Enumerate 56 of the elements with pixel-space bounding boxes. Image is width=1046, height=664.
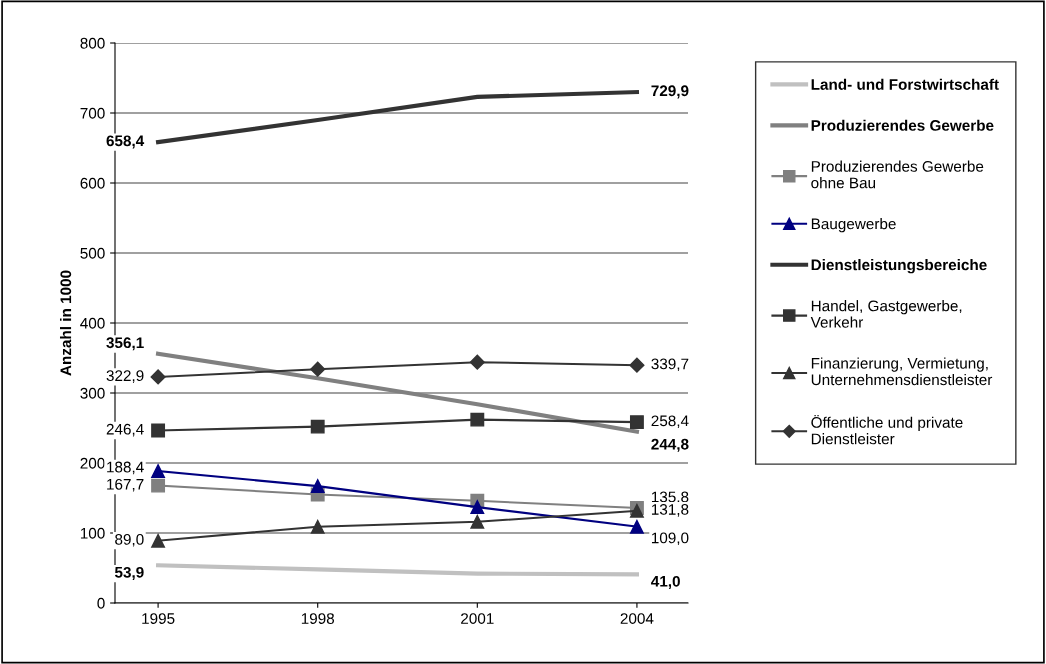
point — [151, 533, 166, 548]
y-tick-label: 600 — [80, 177, 105, 189]
point — [629, 519, 644, 534]
point — [470, 412, 485, 427]
legend-label: Land- und Forstwirtschaft — [811, 78, 999, 90]
data-label: 53,9 — [114, 566, 144, 580]
point — [310, 361, 326, 377]
line-series — [156, 89, 640, 145]
x-tick-label: 1998 — [301, 613, 335, 624]
point — [310, 479, 325, 494]
point — [151, 464, 166, 479]
y-tick-label: 200 — [80, 457, 105, 469]
data-label: 246,4 — [106, 423, 144, 437]
point — [469, 354, 485, 370]
x-tick-label: 2004 — [620, 613, 654, 624]
data-label: 658,4 — [106, 135, 145, 149]
data-label: 258,4 — [651, 415, 689, 429]
legend-label: Baugewerbe — [811, 218, 896, 233]
data-label: 167,7 — [107, 478, 144, 492]
point — [150, 369, 166, 385]
y-tick-label: 300 — [80, 387, 105, 399]
x-tick-label: 2001 — [461, 613, 494, 624]
legend-label: Produzierendes Gewerbe ohne Bau — [811, 160, 984, 189]
point — [470, 514, 485, 529]
y-tick-label: 500 — [80, 247, 105, 259]
data-label: 89,0 — [115, 533, 144, 547]
point — [470, 500, 485, 515]
data-label: 339,7 — [651, 358, 689, 372]
point — [151, 478, 166, 493]
data-label: 729,9 — [651, 85, 689, 99]
legend-label: Handel, Gastgewerbe, Verkehr — [810, 300, 962, 328]
point — [151, 423, 166, 438]
data-label: 41,0 — [651, 575, 680, 589]
data-label: 244,8 — [651, 438, 689, 452]
x-tick-label: 1995 — [142, 613, 175, 624]
data-label: 135,8 — [651, 491, 689, 505]
y-tick-label: 400 — [80, 317, 105, 329]
data-label: 356,1 — [106, 337, 144, 351]
y-axis-title: Anzahl in 1000 — [59, 270, 72, 376]
data-label: 322,9 — [106, 370, 144, 383]
point — [310, 519, 325, 534]
y-tick-label: 800 — [80, 37, 105, 49]
legend-label: Dienstleistungsbereiche — [811, 259, 987, 274]
y-tick-label: 0 — [97, 597, 105, 609]
point — [310, 419, 325, 434]
point — [629, 357, 645, 373]
point — [629, 415, 644, 430]
line-series — [156, 563, 640, 577]
data-label: 109,0 — [651, 532, 689, 546]
data-label: 131,8 — [651, 504, 689, 517]
legend-label: Finanzierung, Vermietung, Unternehmensdienstleister — [811, 357, 993, 386]
legend-label: Produzierendes Gewerbe — [811, 119, 994, 131]
y-tick-label: 700 — [80, 107, 105, 119]
data-label: 188,4 — [107, 461, 144, 475]
y-tick-label: 100 — [80, 527, 105, 539]
legend-label: Öffentliche und private Dienstleister — [811, 414, 963, 445]
